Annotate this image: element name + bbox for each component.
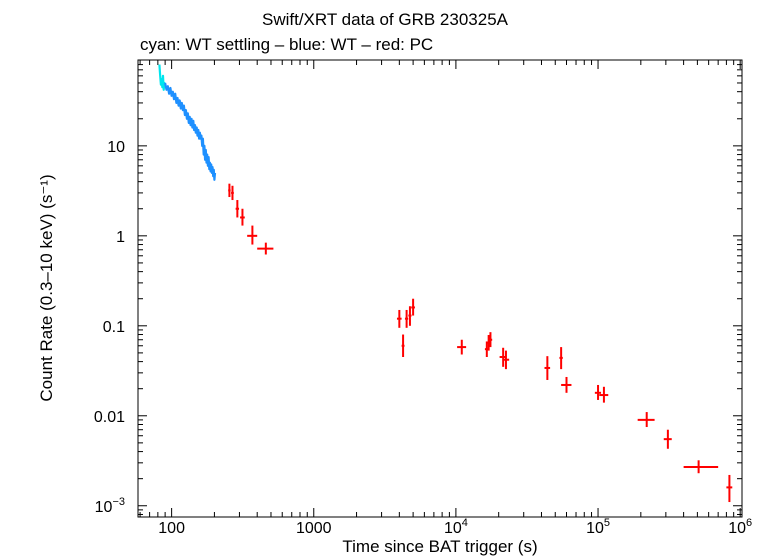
data-point <box>408 306 412 326</box>
data-point <box>231 185 234 201</box>
axis-ticks: 100 1000 104 105 106 10−3 0.01 0.1 1 10 <box>94 59 752 537</box>
data-point <box>544 356 551 380</box>
data-point <box>559 347 563 370</box>
series-wt-settling-curve <box>158 64 167 91</box>
data-point <box>228 183 231 198</box>
x-tick-label: 100 <box>158 520 185 537</box>
y-tick-label: 1 <box>116 229 125 246</box>
x-tick-label: 1000 <box>296 520 332 537</box>
data-point <box>247 225 258 245</box>
data-point <box>396 309 402 328</box>
plot-area <box>158 64 733 503</box>
plot-frame <box>137 59 743 518</box>
data-point <box>502 350 510 370</box>
series-wt-curve <box>164 82 217 181</box>
y-tick-label: 0.01 <box>94 409 125 426</box>
data-point <box>637 412 655 428</box>
data-point <box>240 208 245 226</box>
y-tick-label: 10 <box>107 139 125 156</box>
data-point <box>488 332 493 348</box>
data-point <box>594 384 602 400</box>
y-axis-label: Count Rate (0.3–10 keV) (s⁻¹) <box>37 174 56 401</box>
y-tick-label: 10−3 <box>95 496 125 516</box>
x-tick-label: 106 <box>728 517 752 537</box>
x-tick-label: 104 <box>444 517 468 537</box>
data-point <box>683 460 719 474</box>
data-point <box>663 429 672 449</box>
data-point <box>401 334 405 358</box>
data-point <box>726 474 733 503</box>
data-point <box>457 339 467 355</box>
data-point <box>404 309 409 328</box>
data-point <box>411 298 415 316</box>
data-point <box>561 376 572 393</box>
x-tick-label: 105 <box>586 517 610 537</box>
data-point <box>235 200 240 218</box>
data-point <box>599 386 609 403</box>
chart-title: Swift/XRT data of GRB 230325A <box>262 10 509 29</box>
x-axis-label: Time since BAT trigger (s) <box>342 537 537 556</box>
data-point <box>257 242 274 255</box>
chart-subtitle: cyan: WT settling – blue: WT – red: PC <box>140 35 433 54</box>
y-tick-label: 0.1 <box>103 319 125 336</box>
